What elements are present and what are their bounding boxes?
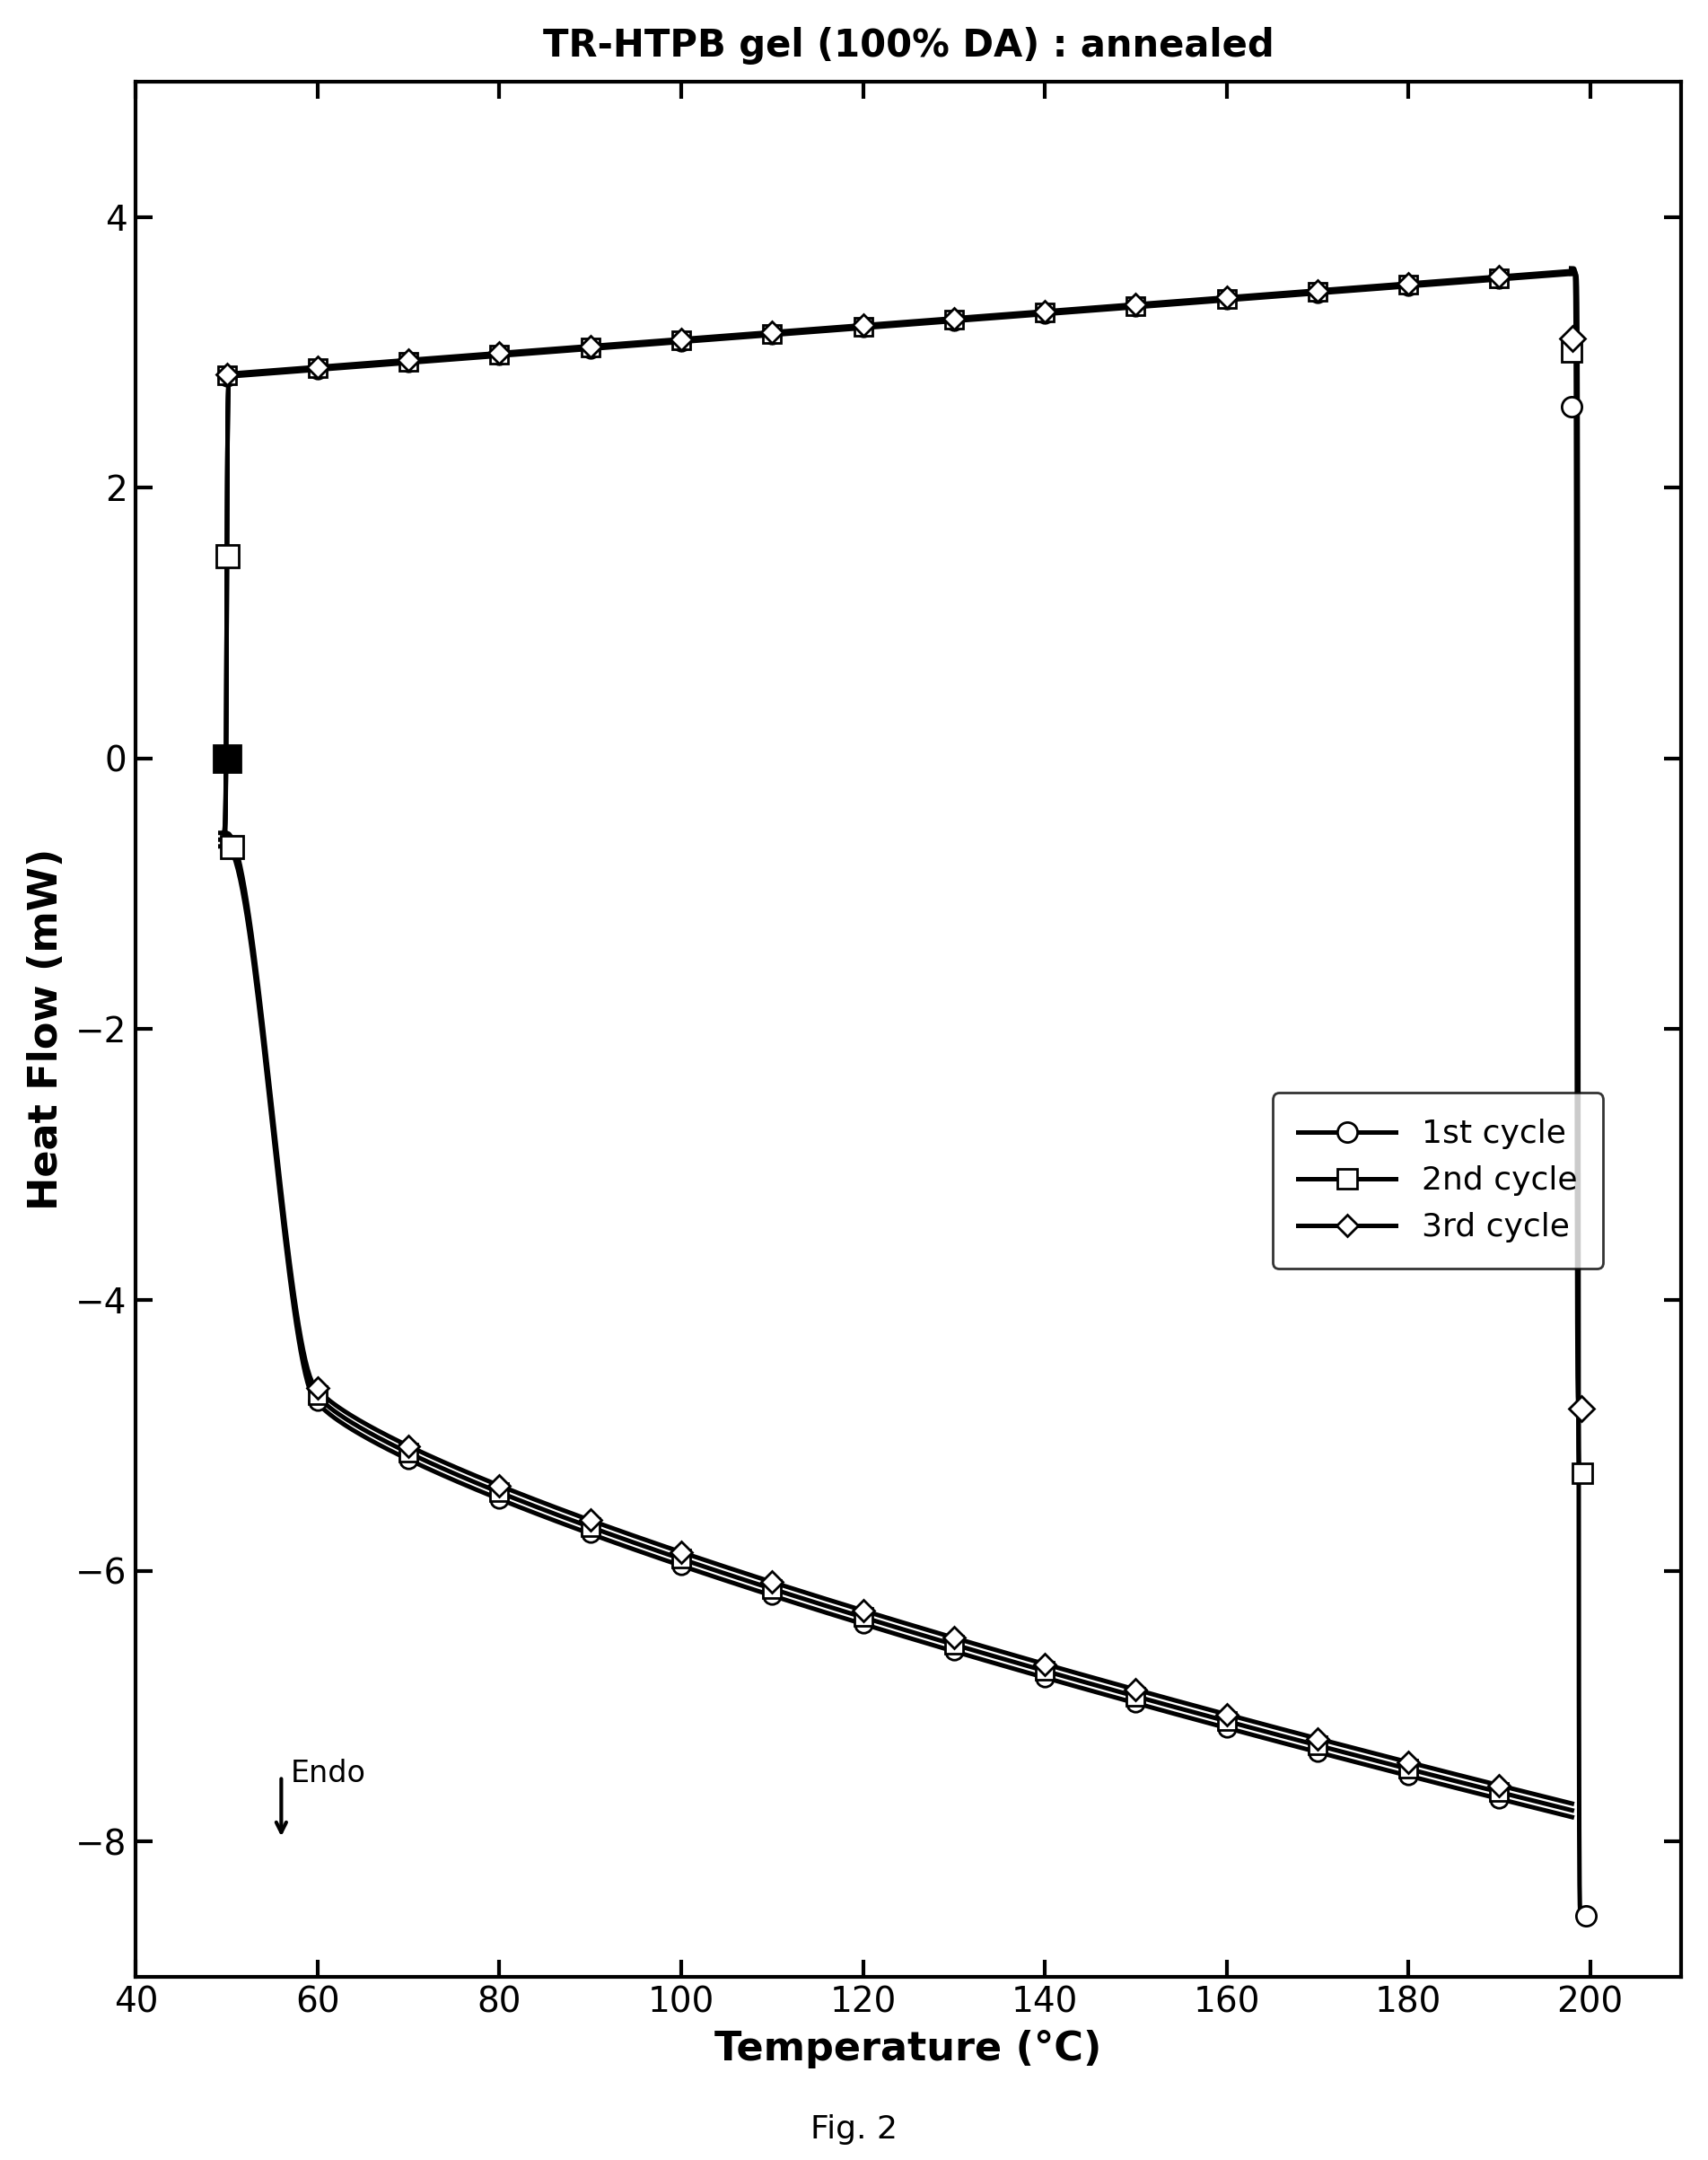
Text: Fig. 2: Fig. 2 bbox=[811, 2115, 897, 2145]
Title: TR-HTPB gel (100% DA) : annealed: TR-HTPB gel (100% DA) : annealed bbox=[543, 26, 1274, 65]
Y-axis label: Heat Flow (mW): Heat Flow (mW) bbox=[27, 849, 65, 1210]
X-axis label: Temperature (°C): Temperature (°C) bbox=[716, 2030, 1102, 2069]
Legend: 1st cycle, 2nd cycle, 3rd cycle: 1st cycle, 2nd cycle, 3rd cycle bbox=[1272, 1093, 1604, 1268]
Text: Endo: Endo bbox=[290, 1758, 366, 1788]
